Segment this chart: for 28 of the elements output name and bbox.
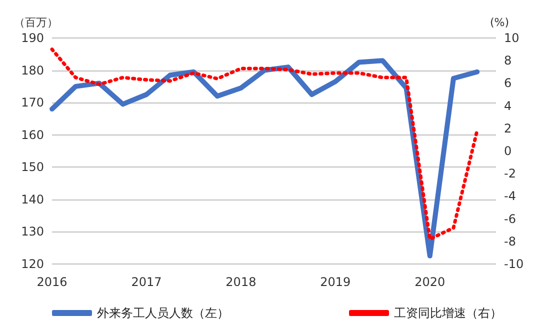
y2-axis-title: (%) [490, 16, 510, 29]
x-tick-label: 2018 [226, 275, 256, 289]
y2-tick-label: -6 [504, 212, 516, 226]
y-tick-label: 150 [21, 160, 44, 174]
y2-tick-label: 6 [504, 76, 512, 90]
y2-tick-label: 4 [504, 98, 512, 113]
y-tick-label: 120 [21, 257, 44, 271]
y-tick-label: 170 [21, 96, 44, 110]
y2-tick-label: 2 [504, 121, 512, 136]
y-tick-label: 180 [21, 63, 44, 78]
y-tick-label: 160 [21, 128, 44, 142]
x-tick-label: 2020 [414, 275, 446, 289]
y2-tick-label: -10 [504, 257, 524, 271]
y-axis-title: （百万） [14, 16, 58, 29]
x-tick-label: 2016 [36, 275, 68, 289]
y-tick-label: 130 [21, 224, 44, 239]
y-tick-label: 140 [21, 192, 44, 206]
y2-tick-label: -2 [504, 166, 516, 181]
x-tick-label: 2017 [131, 275, 162, 289]
x-tick-label: 2019 [320, 275, 351, 289]
legend-label: 工资同比增速（右） [394, 306, 502, 320]
y2-tick-label: 8 [504, 54, 512, 68]
y2-tick-label: -8 [504, 234, 516, 248]
y2-tick-label: 0 [504, 144, 512, 158]
y-tick-label: 190 [21, 31, 44, 45]
legend-label: 外来务工人员人数（左） [97, 306, 229, 320]
y2-tick-label: -4 [504, 189, 516, 204]
y2-tick-label: 10 [504, 31, 520, 45]
